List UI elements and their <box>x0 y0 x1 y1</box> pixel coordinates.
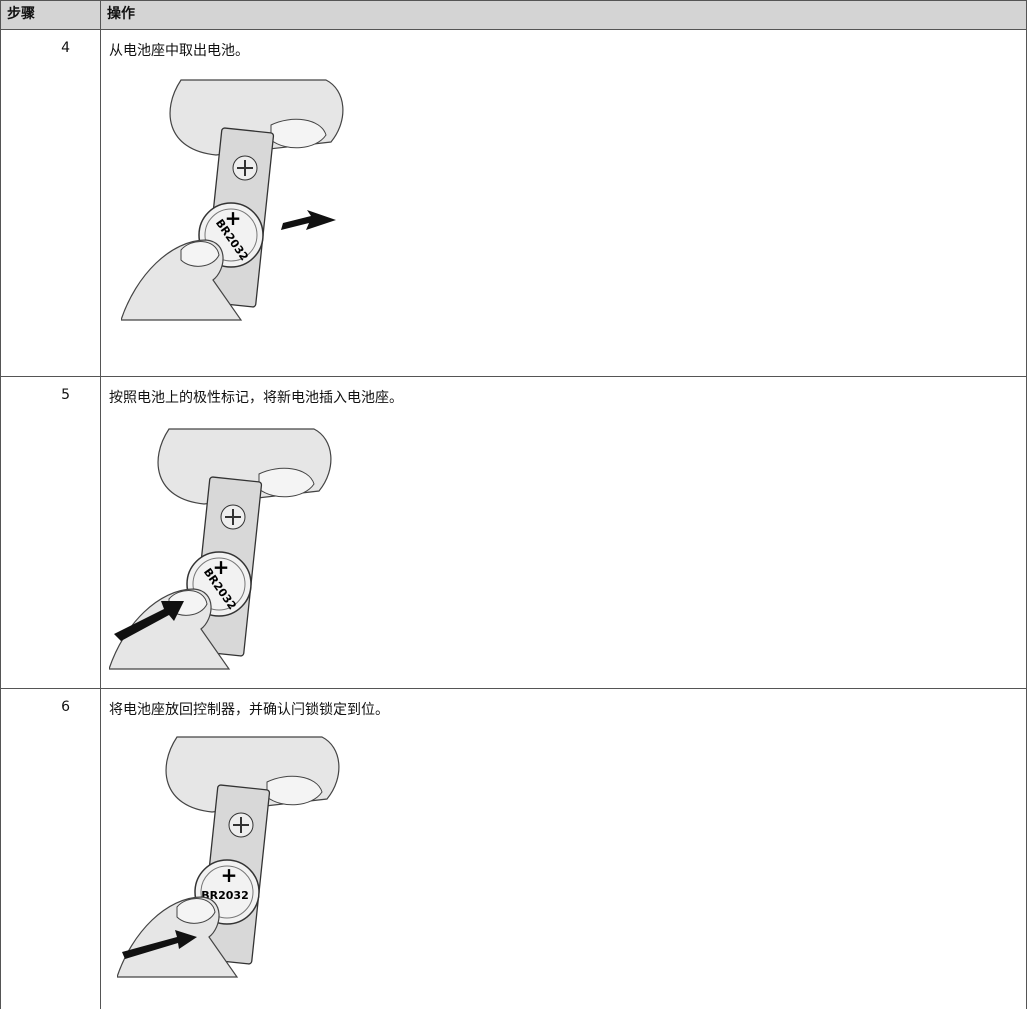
illustration-group: +BR2032 <box>109 428 332 670</box>
step-number: 5 <box>0 376 101 689</box>
arrow <box>114 601 184 641</box>
battery-label: BR2032 <box>201 889 248 902</box>
step-instruction-cell: 按照电池上的极性标记，将新电池插入电池座。 + BR2032 <box>100 376 1027 689</box>
fingernail <box>258 467 315 498</box>
fingernail <box>180 241 220 267</box>
header-cell: 步骤 <box>0 0 101 30</box>
illustration-group: + BR2032 <box>117 736 340 978</box>
table-body: 4 从电池座中取出电池。 + BR2032 5 按照电池上的极性标记，将新电池插入电池座。… <box>0 29 1027 1009</box>
header-row: 步骤 操作 <box>0 0 1027 30</box>
step-row: 6 将电池座放回控制器，并确认闩锁锁定到位。 + BR2032 <box>0 688 1027 1009</box>
illustration-group: +BR2032 <box>121 79 344 321</box>
fingernail <box>176 898 216 924</box>
screw-cross <box>237 160 253 176</box>
arrow <box>122 930 197 959</box>
battery-polarity: + <box>221 863 238 887</box>
step-instruction: 将电池座放回控制器，并确认闩锁锁定到位。 <box>109 702 389 718</box>
battery-illustration: +BR2032 <box>109 428 332 670</box>
screw-cross <box>225 509 241 525</box>
fingernail <box>266 775 323 806</box>
step-row: 4 从电池座中取出电池。 + BR2032 <box>0 29 1027 377</box>
arrow <box>281 210 336 230</box>
header-cell: 操作 <box>100 0 1027 30</box>
battery-illustration: +BR2032 <box>121 79 344 321</box>
step-instruction-cell: 将电池座放回控制器，并确认闩锁锁定到位。 + BR2032 <box>100 688 1027 1009</box>
battery-illustration: + BR2032 <box>117 736 340 978</box>
step-instruction-cell: 从电池座中取出电池。 + BR2032 <box>100 29 1027 377</box>
battery-polarity: + <box>213 555 230 579</box>
step-instruction: 按照电池上的极性标记，将新电池插入电池座。 <box>109 390 403 406</box>
battery-rim <box>204 208 258 262</box>
battery-rim <box>192 557 246 611</box>
battery-rim <box>200 865 254 919</box>
step-number: 4 <box>0 29 101 377</box>
step-instruction: 从电池座中取出电池。 <box>109 43 249 59</box>
step-number: 6 <box>0 688 101 1009</box>
screw-cross <box>233 817 249 833</box>
step-row: 5 按照电池上的极性标记，将新电池插入电池座。 + BR2032 <box>0 376 1027 689</box>
battery-polarity: + <box>225 206 242 230</box>
fingernail <box>270 118 327 149</box>
